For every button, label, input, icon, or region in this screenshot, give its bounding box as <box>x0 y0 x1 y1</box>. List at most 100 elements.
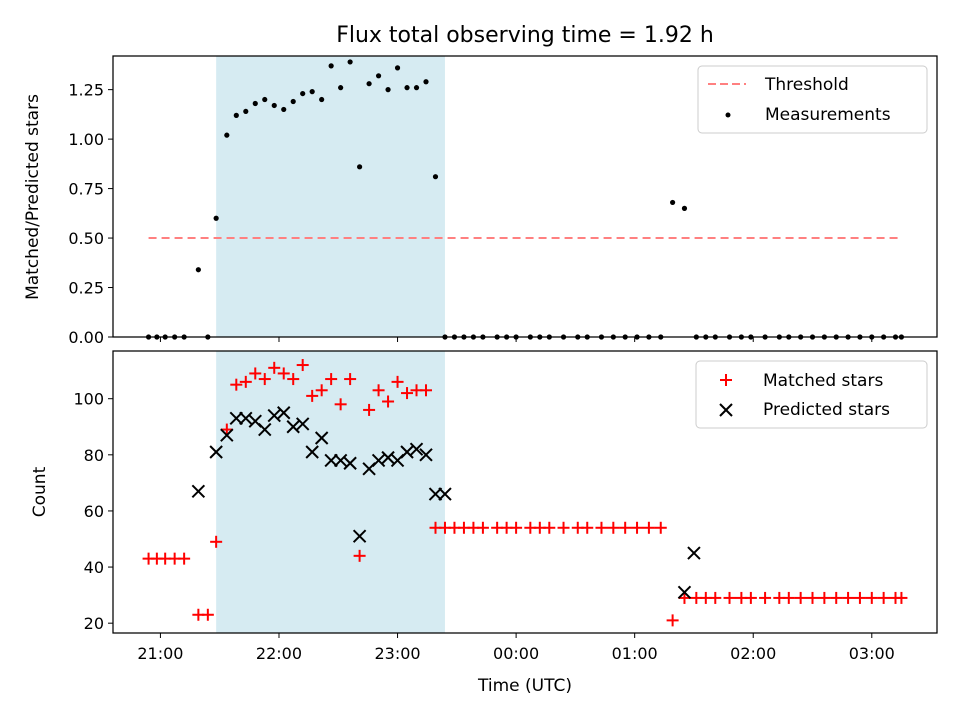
matched-star-point <box>277 367 290 380</box>
measurement-point <box>357 164 363 170</box>
measurement-point <box>347 59 353 65</box>
matched-star-point <box>744 591 757 604</box>
bottom-y-axis: 20 40 60 80 100 <box>73 390 113 633</box>
legend-measurements-label: Measurements <box>765 105 891 125</box>
matched-legend-swatch <box>720 374 732 386</box>
matched-star-point <box>642 521 655 534</box>
matched-star-point <box>306 389 319 402</box>
matched-star-point <box>344 373 357 386</box>
matched-star-point <box>258 373 271 386</box>
figure-title: Flux total observing time = 1.92 h <box>336 23 714 48</box>
predicted-star-point <box>381 450 395 465</box>
predicted-star-point <box>277 406 291 420</box>
matched-star-point <box>853 591 866 604</box>
matched-star-point <box>210 535 223 548</box>
top-ytick-label: 0.25 <box>68 279 104 298</box>
matched-star-point <box>268 361 281 374</box>
measurement-point <box>394 65 401 71</box>
measurements-legend-swatch <box>725 112 731 118</box>
predicted-star-point <box>191 484 206 499</box>
predicted-star-point <box>409 442 424 456</box>
measurement-point <box>366 81 372 87</box>
predicted-star-point <box>400 445 414 459</box>
matched-star-point <box>818 591 831 604</box>
matched-star-point <box>631 521 644 534</box>
bottom-panel: 20 40 60 80 100 21:00 22:00 23:00 00:00 01:00 02:… <box>30 350 938 696</box>
matched-star-point <box>315 384 328 397</box>
measurement-point <box>195 267 201 273</box>
matched-star-point <box>325 373 338 386</box>
matched-star-point <box>239 375 252 388</box>
matched-star-point <box>607 521 620 534</box>
predicted-star-point <box>687 546 701 560</box>
bottom-xtick-label: 22:00 <box>256 644 302 663</box>
matched-star-point <box>372 384 385 397</box>
x-axis-label: Time (UTC) <box>477 676 572 696</box>
matched-star-point <box>334 398 347 411</box>
top-axes-frame <box>112 55 938 338</box>
legend-threshold-label: Threshold <box>764 75 849 95</box>
predicted-star-point <box>371 453 386 468</box>
observing-window-span-top <box>216 56 445 337</box>
matched-star-point <box>782 591 795 604</box>
bottom-axes-frame <box>112 350 938 634</box>
measurement-point <box>413 85 420 91</box>
bottom-xtick-label: 03:00 <box>849 644 895 663</box>
top-ytick-label: 0.00 <box>68 328 104 347</box>
measurement-point <box>271 102 277 109</box>
matched-star-point <box>391 375 404 388</box>
measurement-point <box>338 85 344 91</box>
matched-star-point <box>353 549 366 562</box>
measurement-point <box>224 132 230 138</box>
top-x-axis-ticks <box>159 337 873 342</box>
matched-star-point <box>249 367 262 380</box>
measurement-point <box>404 85 410 91</box>
measurement-point <box>375 73 382 79</box>
bottom-ytick-label: 100 <box>73 390 104 409</box>
top-ytick-label: 0.75 <box>68 180 104 199</box>
predicted-star-point <box>267 408 281 423</box>
measurement-point <box>319 96 325 103</box>
matched-star-point <box>759 591 772 604</box>
matched-star-point <box>654 521 667 534</box>
predicted-star-point <box>419 448 433 462</box>
bottom-ytick-label: 80 <box>84 446 104 465</box>
matched-star-point <box>842 591 855 604</box>
top-ytick-label: 0.50 <box>68 229 104 248</box>
matched-star-point <box>678 591 691 604</box>
measurement-point <box>309 89 315 95</box>
measurement-point <box>423 79 429 85</box>
top-ytick-label: 1.00 <box>68 130 104 149</box>
top-ytick-label: 1.25 <box>68 81 104 100</box>
matched-star-point <box>666 614 679 627</box>
bottom-ytick-label: 20 <box>84 614 104 633</box>
predicted-star-point <box>295 417 310 431</box>
predicted-star-point <box>229 411 244 426</box>
top-y-axis: 0.00 0.25 0.50 0.75 1.00 1.25 <box>68 81 113 347</box>
bottom-ytick-label: 40 <box>84 558 104 577</box>
measurement-point <box>281 106 287 113</box>
matched-star-point <box>619 521 632 534</box>
bottom-xtick-label: 23:00 <box>374 644 420 663</box>
matched-star-point <box>363 403 376 416</box>
predicted-star-point <box>428 487 443 501</box>
matched-star-point <box>877 591 890 604</box>
predicted-legend-swatch <box>719 403 733 417</box>
matched-star-point <box>806 591 819 604</box>
predicted-star-point <box>305 445 319 459</box>
measurement-point <box>243 108 249 115</box>
predicted-star-point <box>314 431 329 445</box>
legend-predicted-label: Predicted stars <box>763 400 890 420</box>
measurement-point <box>290 98 296 105</box>
predicted-star-point <box>438 487 452 501</box>
predicted-star-point <box>239 411 253 426</box>
matched-star-point <box>581 521 594 534</box>
bottom-xtick-label: 02:00 <box>730 644 776 663</box>
bottom-xtick-label: 21:00 <box>137 644 183 663</box>
matched-star-point <box>287 373 300 386</box>
measurement-point <box>252 100 258 107</box>
predicted-star-point <box>343 456 357 470</box>
top-panel: 0.00 0.25 0.50 0.75 1.00 1.25 Matched/Predict… <box>23 55 938 347</box>
matched-star-point <box>382 395 395 408</box>
